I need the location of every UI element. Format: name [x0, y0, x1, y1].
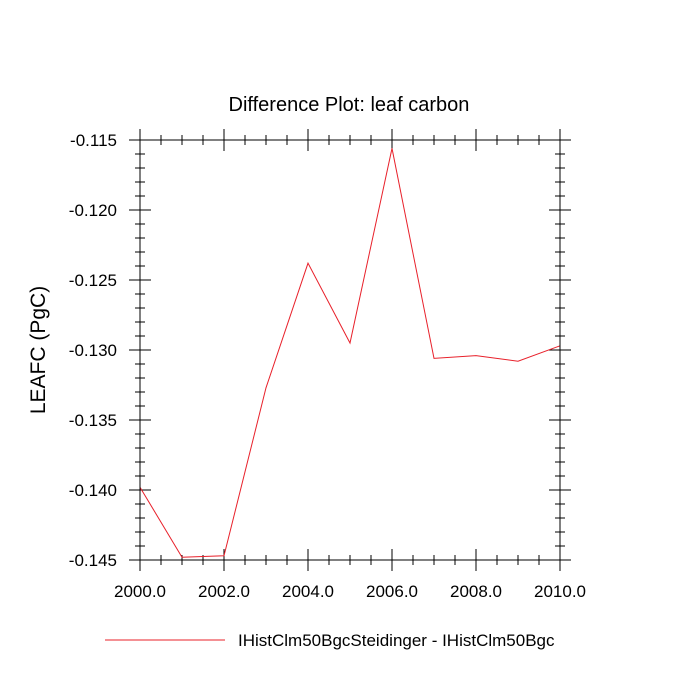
y-axis-label: LEAFC (PgC): [27, 286, 50, 414]
x-tick-label: 2002.0: [198, 582, 250, 601]
axis-ticks: [129, 129, 571, 571]
x-tick-label: 2008.0: [450, 582, 502, 601]
legend-label: IHistClm50BgcSteidinger - IHistClm50Bgc: [238, 631, 555, 650]
legend: IHistClm50BgcSteidinger - IHistClm50Bgc: [105, 631, 555, 650]
y-tick-label: -0.135: [69, 411, 117, 430]
series-layer: [139, 148, 561, 558]
x-tick-label: 2006.0: [366, 582, 418, 601]
axis-tick-labels: 2000.0 2002.0 2004.0 2006.0 2008.0 2010.0 -0.1…: [69, 131, 586, 601]
y-tick-label: -0.125: [69, 271, 117, 290]
x-tick-label: 2010.0: [534, 582, 586, 601]
y-tick-label: -0.140: [69, 481, 117, 500]
y-tick-label: -0.130: [69, 341, 117, 360]
chart-title: Difference Plot: leaf carbon: [229, 94, 470, 116]
x-tick-label: 2004.0: [282, 582, 334, 601]
y-tick-label: -0.120: [69, 201, 117, 220]
y-tick-label: -0.115: [70, 131, 117, 150]
x-tick-label: 2000.0: [114, 582, 166, 601]
plot-frame: [139, 139, 561, 561]
y-tick-label: -0.145: [69, 551, 117, 570]
series-line: [139, 148, 561, 558]
